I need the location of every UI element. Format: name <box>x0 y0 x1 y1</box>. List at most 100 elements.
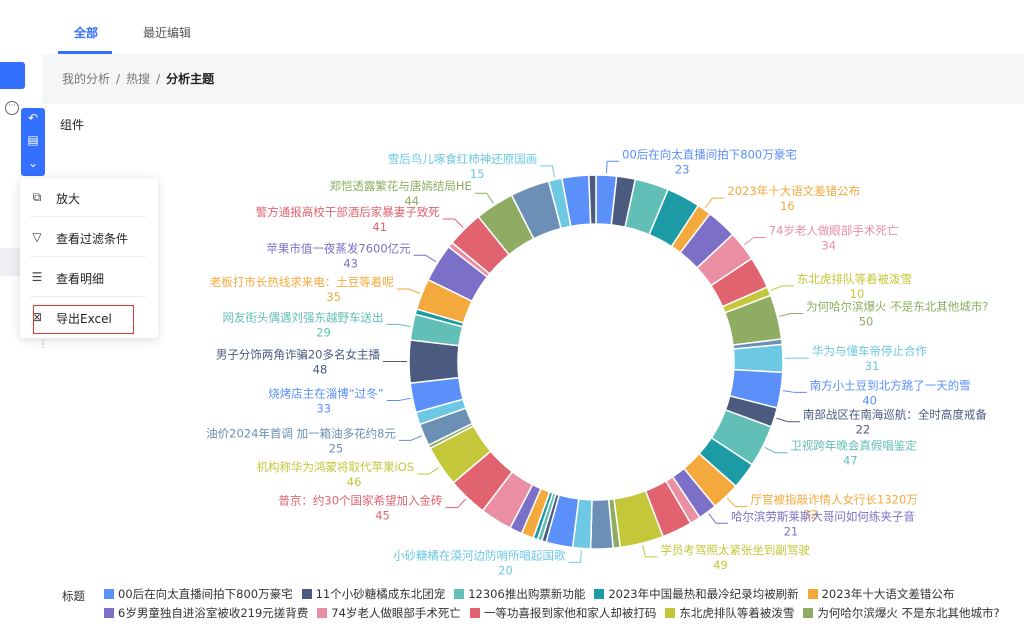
slice-label: 网友街头偶遇刘强东越野车送出 <box>223 310 384 324</box>
menu-item-view-detail[interactable]: ☰ 查看明细 <box>30 266 146 290</box>
drag-handle-icon[interactable]: ⋮ <box>38 339 48 350</box>
slice-value-label: 46 <box>347 475 362 489</box>
slice-value-label: 50 <box>859 314 874 328</box>
breadcrumb: 我的分析 / 热搜 / 分析主题 <box>62 70 214 87</box>
pie-slice[interactable] <box>732 343 784 374</box>
menu-divider <box>30 216 146 217</box>
menu-item-expand[interactable]: ⧉ 放大 <box>30 186 146 210</box>
label-leader-line <box>708 513 728 524</box>
slice-value-label: 34 <box>821 238 836 252</box>
tab-all[interactable]: 全部 <box>74 26 99 40</box>
slice-value-label: 45 <box>375 509 390 523</box>
legend-entry[interactable]: 74岁老人做眼部手术死亡 <box>317 605 461 621</box>
label-leader-line <box>386 397 411 402</box>
slice-value-label: 10 <box>850 287 865 301</box>
legend-label: 12306推出购票新功能 <box>468 587 586 601</box>
menu-item-label: 查看过滤条件 <box>56 232 129 246</box>
legend-entry[interactable]: 2023年十大语文差错公布 <box>807 586 954 602</box>
tab-bar: 全部 最近编辑 <box>42 14 1024 54</box>
label-leader-line <box>417 466 440 475</box>
menu-item-export-excel[interactable]: ⊠ 导出Excel <box>30 306 146 330</box>
slice-value-label: 49 <box>713 558 728 572</box>
menu-item-label: 导出Excel <box>56 312 112 326</box>
slice-value-label: 15 <box>470 167 485 181</box>
legend-entry[interactable]: 6岁男童独自进浴室被收219元搓背费 <box>104 605 308 621</box>
slice-label: 卫视跨年晚会真假唱鉴定 <box>790 439 917 453</box>
slice-label: 东北虎排队等着被泼雪 <box>797 272 912 286</box>
breadcrumb-item-hot-search[interactable]: 热搜 <box>126 72 151 86</box>
context-menu: ⧉ 放大 ▽ 查看过滤条件 ☰ 查看明细 ⊠ 导出Excel <box>20 178 158 338</box>
comment-icon[interactable]: ▤ <box>27 133 39 147</box>
legend-entry[interactable]: 12306推出购票新功能 <box>454 586 585 602</box>
legend-swatch <box>803 608 814 618</box>
legend-entry[interactable]: 00后在向太直播间拍下800万豪宅 <box>104 586 293 602</box>
legend-label: 00后在向太直播间拍下800万豪宅 <box>118 587 293 601</box>
label-leader-line <box>540 165 556 178</box>
label-leader-line <box>779 312 804 317</box>
slice-value-label: 22 <box>856 423 871 437</box>
legend-swatch <box>665 608 676 618</box>
slice-label: 警方通报高校干部酒后家暴妻子致死 <box>256 205 440 219</box>
slice-label: 雪后鸟儿啄食红柿神还原国画 <box>388 152 538 166</box>
tab-recent-edit[interactable]: 最近编辑 <box>143 26 192 40</box>
label-leader-line <box>642 545 658 558</box>
legend-swatch <box>104 589 114 599</box>
legend-entry[interactable]: 东北虎排队等着被泼雪 <box>665 605 794 621</box>
pie-slice[interactable] <box>589 498 614 550</box>
undo-icon[interactable]: ↶ <box>27 111 39 125</box>
menu-item-label: 放大 <box>56 192 81 206</box>
chevron-down-icon[interactable]: ⌄ <box>27 156 39 170</box>
legend-swatch <box>454 589 465 599</box>
legend-row-2: 6岁男童独自进浴室被收219元搓背费 74岁老人做眼部手术死亡 一等功喜报到家他和家… <box>104 605 1009 621</box>
top-bar <box>0 0 1024 14</box>
legend-label: 6岁男童独自进浴室被收219元搓背费 <box>118 606 309 620</box>
excel-icon: ⊠ <box>31 310 43 324</box>
legend-label: 一等功喜报到家他和家人却被打码 <box>483 606 657 620</box>
legend-entry[interactable]: 一等功喜报到家他和家人却被打码 <box>469 605 657 621</box>
label-leader-line <box>776 417 800 423</box>
slice-label: 华为与懂车帝停止合作 <box>812 344 927 358</box>
pie-slice[interactable] <box>408 339 460 384</box>
legend-entry[interactable]: 2023年中国最热和最冷纪录均被刷新 <box>594 586 799 602</box>
label-leader-line <box>726 497 748 508</box>
label-leader-line <box>705 197 725 209</box>
export-excel-highlight <box>33 305 134 334</box>
slice-value-label: 16 <box>780 199 795 213</box>
menu-item-label: 查看明细 <box>56 272 105 286</box>
detail-icon: ☰ <box>31 270 43 284</box>
pie-slice[interactable] <box>588 174 597 225</box>
slice-value-label: 29 <box>316 325 331 339</box>
slice-label: 小砂糖橘在漠河边防哨所唱起国歌 <box>393 548 566 562</box>
slice-label: 普京：约30个国家希望加入金砖 <box>278 494 443 508</box>
label-leader-line <box>782 390 807 393</box>
legend-entry[interactable]: 为何哈尔滨爆火 不是东北其他城市? <box>803 605 1000 621</box>
slice-value-label: 47 <box>843 454 858 468</box>
legend-label: 2023年中国最热和最冷纪录均被刷新 <box>608 587 799 601</box>
legend-swatch <box>301 589 312 599</box>
menu-item-view-filter[interactable]: ▽ 查看过滤条件 <box>30 226 146 250</box>
slice-label: 南部战区在南海巡航：全时高度戒备 <box>803 408 987 422</box>
slice-label: 为何哈尔滨爆火 不是东北其他城市? <box>806 299 988 313</box>
slice-label: 老板打市长热线求来电：土豆等着呢 <box>210 275 394 289</box>
breadcrumb-item-my-analysis[interactable]: 我的分析 <box>62 72 111 86</box>
component-toolbar: ↶ ▤ ⌄ <box>21 108 45 176</box>
more-options-icon[interactable]: ··· <box>5 101 19 115</box>
menu-divider <box>30 256 146 257</box>
breadcrumb-separator: / <box>156 72 161 86</box>
sidebar-active-item[interactable] <box>0 62 25 89</box>
legend-entry[interactable]: 11个小砂糖橘成东北团宠 <box>301 586 445 602</box>
sidebar-hover-item[interactable] <box>0 248 22 276</box>
label-leader-line <box>474 192 494 204</box>
label-leader-line <box>398 435 423 441</box>
label-leader-line <box>396 288 421 294</box>
legend-swatch <box>104 608 114 618</box>
slice-value-label: 31 <box>865 359 880 373</box>
label-leader-line <box>442 218 464 228</box>
legend-swatch <box>469 608 480 618</box>
slice-value-label: 40 <box>862 393 877 407</box>
label-leader-line <box>605 160 620 174</box>
slice-label: 男子分饰两角诈骗20多名女主播 <box>216 348 381 362</box>
slice-label: 油价2024年首调 加一箱油多花约8元 <box>206 426 396 440</box>
slice-value-label: 33 <box>316 402 331 416</box>
